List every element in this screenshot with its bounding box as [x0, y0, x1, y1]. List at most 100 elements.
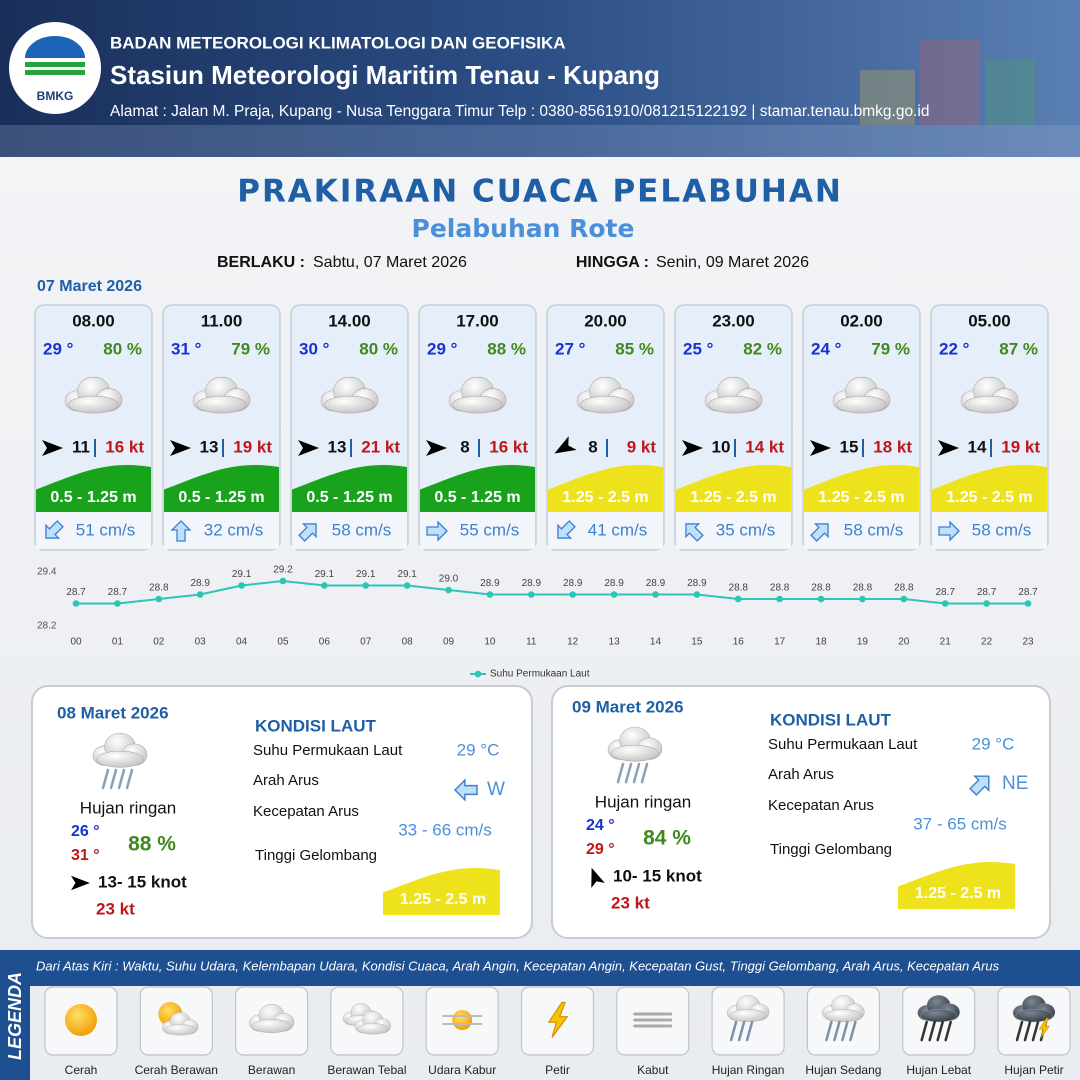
rain-drop: [920, 1020, 928, 1042]
time: 02.00: [840, 311, 883, 330]
cloud-puff: [324, 395, 375, 414]
wave-height: 1.25 - 2.5 m: [946, 489, 1032, 506]
value-label: 28.8: [149, 583, 169, 594]
current-dir-label: Arah Arus: [768, 766, 834, 783]
x-tick-label: 11: [526, 637, 537, 648]
sea-title: KONDISI LAUT: [255, 716, 377, 735]
data-point: [321, 582, 328, 589]
x-tick-label: 00: [70, 637, 82, 648]
from-label: BERLAKU :: [217, 254, 305, 271]
wave-height: 1.25 - 2.5 m: [818, 489, 904, 506]
rain-drop: [849, 1020, 857, 1042]
current-arrow: [298, 523, 317, 542]
legend-title: LEGENDA: [5, 972, 25, 1060]
legend-item-label: Cerah: [65, 1063, 98, 1077]
legend-description: Dari Atas Kiri : Waktu, Suhu Udara, Kele…: [36, 958, 1000, 973]
wind-speed: 15: [840, 437, 859, 456]
x-tick-label: 17: [774, 637, 786, 648]
temp-min: 26 °: [71, 823, 100, 840]
value-label: 28.8: [894, 583, 914, 594]
time: 05.00: [968, 311, 1011, 330]
cloud-puff: [164, 1024, 197, 1036]
data-point: [652, 591, 659, 598]
wind-arrow: [426, 440, 447, 456]
rain-drop: [825, 1020, 833, 1042]
x-tick-label: 15: [691, 637, 703, 648]
data-point: [528, 591, 535, 598]
legend-item-label: Cerah Berawan: [135, 1063, 218, 1077]
rain-drop: [833, 1020, 841, 1042]
x-tick-label: 20: [898, 637, 910, 648]
logo-mark: [25, 36, 85, 75]
gust-speed: 23 kt: [96, 899, 135, 918]
lightning-icon: [1038, 1018, 1050, 1038]
current-arrow: [45, 520, 64, 539]
x-tick-label: 10: [484, 637, 496, 648]
value-label: 28.9: [480, 578, 500, 589]
cloud-puff: [611, 744, 659, 762]
humidity: 88 %: [487, 339, 526, 358]
time: 20.00: [584, 311, 627, 330]
x-tick-label: 08: [402, 637, 414, 648]
wave-height: 0.5 - 1.25 m: [178, 489, 264, 506]
legend-item-label: Petir: [545, 1063, 570, 1077]
wind-speed: 8: [588, 437, 597, 456]
time: 23.00: [712, 311, 755, 330]
data-point: [693, 591, 701, 598]
x-tick-label: 01: [112, 637, 124, 648]
legend-item-label: Hujan Ringan: [712, 1063, 785, 1077]
time: 14.00: [328, 311, 371, 330]
rain-drop: [125, 768, 134, 790]
cloud-puff: [836, 395, 887, 414]
cloud-puff: [580, 395, 631, 414]
current-speed: 55 cm/s: [460, 520, 520, 539]
cloud-icon: [162, 1012, 199, 1036]
sun-icon: [452, 1010, 473, 1030]
wave-shape: [164, 465, 279, 512]
air-temperature: 25 °: [683, 339, 714, 358]
data-point: [776, 595, 783, 603]
value-label: 29.1: [356, 569, 376, 580]
value-label: 28.9: [604, 578, 624, 589]
time: 11.00: [201, 311, 243, 330]
cloud-icon: [917, 995, 960, 1023]
wave-shape: [932, 465, 1047, 512]
cloud-icon: [822, 995, 865, 1023]
rain-drop: [936, 1020, 944, 1042]
current-arrow: [938, 520, 960, 542]
time: 17.00: [456, 311, 499, 330]
value-label: 28.8: [811, 583, 831, 594]
value-label: 28.8: [729, 583, 749, 594]
current-arrow: [969, 775, 990, 796]
y-tick-label: 29.4: [37, 567, 57, 578]
wave-shape: [804, 465, 919, 512]
current-arrow: [453, 778, 478, 802]
time: 08.00: [72, 311, 115, 330]
current-arrow: [426, 520, 448, 542]
rain-drop: [1031, 1020, 1040, 1042]
humidity: 79 %: [231, 339, 270, 358]
cloud-icon: [248, 1004, 295, 1033]
cloud-icon: [576, 376, 635, 414]
data-point: [610, 591, 618, 598]
wave-height: 0.5 - 1.25 m: [434, 489, 520, 506]
cloud-puff: [824, 1009, 862, 1023]
rain-drop: [737, 1020, 746, 1042]
x-tick-label: 05: [277, 637, 289, 648]
data-point: [1024, 600, 1032, 607]
cloud-puff: [708, 395, 759, 414]
condition: Hujan ringan: [595, 792, 691, 811]
wave-shape: [548, 465, 663, 512]
wind-speed: 10- 15 knot: [613, 866, 702, 885]
x-tick-label: 19: [857, 637, 869, 648]
data-point: [403, 582, 411, 589]
cloud-icon: [960, 376, 1019, 414]
x-tick-label: 16: [733, 637, 745, 648]
gust-speed: 16 kt: [489, 437, 528, 456]
value-label: 28.7: [977, 587, 997, 598]
lightning-icon: [547, 1001, 569, 1038]
wind-arrow: [591, 867, 605, 888]
data-point: [196, 591, 204, 598]
gust-speed: 18 kt: [873, 437, 912, 456]
data-point: [445, 586, 452, 594]
